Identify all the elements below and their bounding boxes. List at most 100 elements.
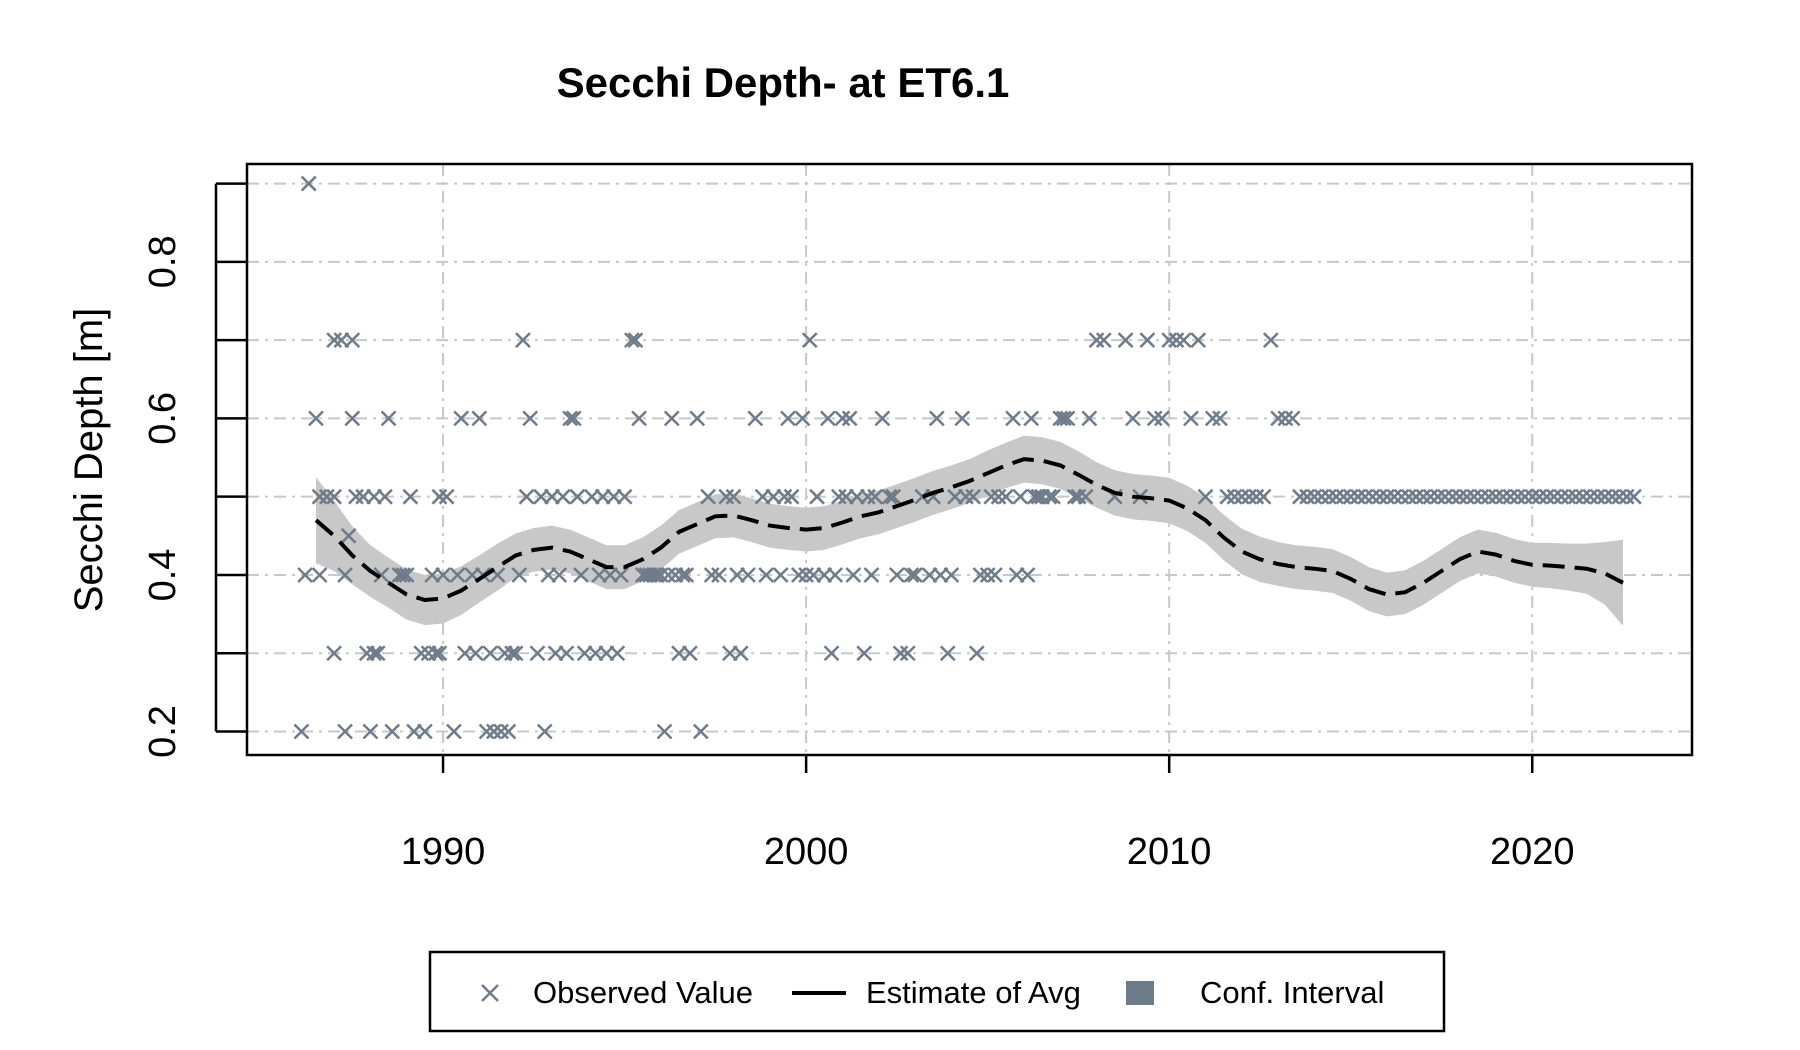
- x-tick-label: 2020: [1490, 831, 1575, 873]
- observed-point: [486, 723, 502, 740]
- observed-point: [326, 332, 343, 349]
- observed-point-stroke: [1077, 488, 1094, 505]
- observed-point: [957, 488, 974, 505]
- observed-point-stroke: [725, 488, 742, 505]
- observed-point: [311, 567, 328, 583]
- observed-point-stroke: [1502, 488, 1519, 505]
- observed-point: [1012, 488, 1029, 505]
- observed-point-stroke: [1386, 488, 1403, 505]
- observed-point-stroke: [747, 410, 764, 427]
- observed-point: [1553, 488, 1570, 505]
- observed-point: [1546, 488, 1562, 505]
- observed-point-stroke: [1451, 488, 1468, 505]
- observed-point-stroke: [732, 645, 749, 662]
- observed-point-stroke: [366, 645, 382, 662]
- observed-point: [747, 410, 764, 427]
- observed-point: [431, 488, 448, 505]
- observed-point: [467, 645, 484, 662]
- observed-point: [377, 488, 393, 505]
- observed-point-stroke: [1262, 332, 1279, 349]
- observed-point: [703, 567, 720, 583]
- observed-point: [446, 723, 462, 740]
- observed-point-stroke: [1546, 488, 1562, 505]
- observed-point-stroke: [1139, 332, 1156, 349]
- observed-point: [1480, 488, 1497, 505]
- observed-point: [362, 723, 379, 740]
- observed-point: [983, 488, 1000, 505]
- observed-point-stroke: [711, 567, 727, 583]
- observed-point: [1045, 488, 1061, 505]
- observed-point-stroke: [348, 488, 364, 505]
- observed-point-stroke: [1444, 488, 1461, 505]
- observed-point-stroke: [515, 332, 531, 349]
- observed-point: [1618, 488, 1635, 505]
- observed-point: [438, 488, 455, 505]
- legend-observed-marker: [481, 984, 499, 1002]
- observed-point-stroke: [682, 645, 698, 662]
- observed-point-stroke: [928, 410, 945, 427]
- observed-point: [1342, 488, 1359, 505]
- observed-point-stroke: [1437, 488, 1453, 505]
- observed-point: [478, 723, 495, 740]
- observed-point-stroke: [1604, 488, 1621, 505]
- observed-point: [471, 410, 488, 427]
- observed-point-stroke: [1299, 488, 1316, 505]
- observed-point-stroke: [881, 488, 898, 505]
- observed-point-stroke: [830, 488, 847, 505]
- observed-point-stroke: [845, 567, 862, 583]
- observed-point-stroke: [609, 645, 626, 662]
- observed-point-stroke: [1146, 410, 1163, 427]
- observed-point-stroke: [987, 567, 1003, 583]
- observed-point-stroke: [783, 488, 800, 505]
- observed-point: [1451, 488, 1468, 505]
- observed-point: [507, 645, 524, 662]
- observed-point-stroke: [344, 410, 361, 427]
- y-axis-title: Secchi Depth [m]: [67, 308, 111, 613]
- observed-point-stroke: [573, 567, 589, 583]
- observed-point-stroke: [1190, 332, 1207, 349]
- observed-point-stroke: [780, 410, 796, 427]
- observed-point: [1502, 488, 1519, 505]
- observed-point-stroke: [453, 410, 470, 427]
- observed-point-stroke: [1538, 488, 1555, 505]
- observed-point-stroke: [446, 723, 462, 740]
- observed-point-stroke: [1023, 410, 1040, 427]
- observed-point-stroke: [809, 488, 825, 505]
- observed-point-stroke: [1277, 410, 1294, 427]
- observed-point-stroke: [373, 567, 390, 583]
- observed-point-stroke: [1393, 488, 1410, 505]
- observed-point: [834, 410, 851, 427]
- observed-point-stroke: [1284, 410, 1301, 427]
- observed-point: [1077, 488, 1094, 505]
- observed-point: [758, 567, 775, 583]
- observed-point-stroke: [1045, 488, 1061, 505]
- observed-point: [435, 567, 451, 583]
- observed-point: [337, 567, 353, 583]
- observed-point: [627, 332, 644, 349]
- observed-point: [1321, 488, 1337, 505]
- observed-point: [1459, 488, 1475, 505]
- observed-point-stroke: [1321, 488, 1337, 505]
- observed-point: [1168, 332, 1185, 349]
- observed-point-stroke: [889, 567, 905, 583]
- observed-point: [892, 645, 909, 662]
- observed-point: [692, 723, 709, 740]
- observed-point: [674, 567, 691, 583]
- observed-point-stroke: [500, 723, 517, 740]
- observed-point-stroke: [1219, 488, 1236, 505]
- observed-point-stroke: [616, 488, 633, 505]
- observed-point-stroke: [431, 488, 448, 505]
- observed-point: [780, 410, 796, 427]
- observed-point: [809, 488, 825, 505]
- observed-point-stroke: [427, 645, 444, 662]
- observed-point-stroke: [856, 645, 873, 662]
- observed-point: [874, 410, 891, 427]
- observed-point: [344, 410, 361, 427]
- observed-point: [1567, 488, 1584, 505]
- observed-point: [569, 488, 586, 505]
- observed-point: [1183, 410, 1199, 427]
- observed-point: [903, 567, 920, 583]
- observed-point-stroke: [703, 567, 720, 583]
- observed-point: [558, 645, 575, 662]
- observed-point-stroke: [1357, 488, 1374, 505]
